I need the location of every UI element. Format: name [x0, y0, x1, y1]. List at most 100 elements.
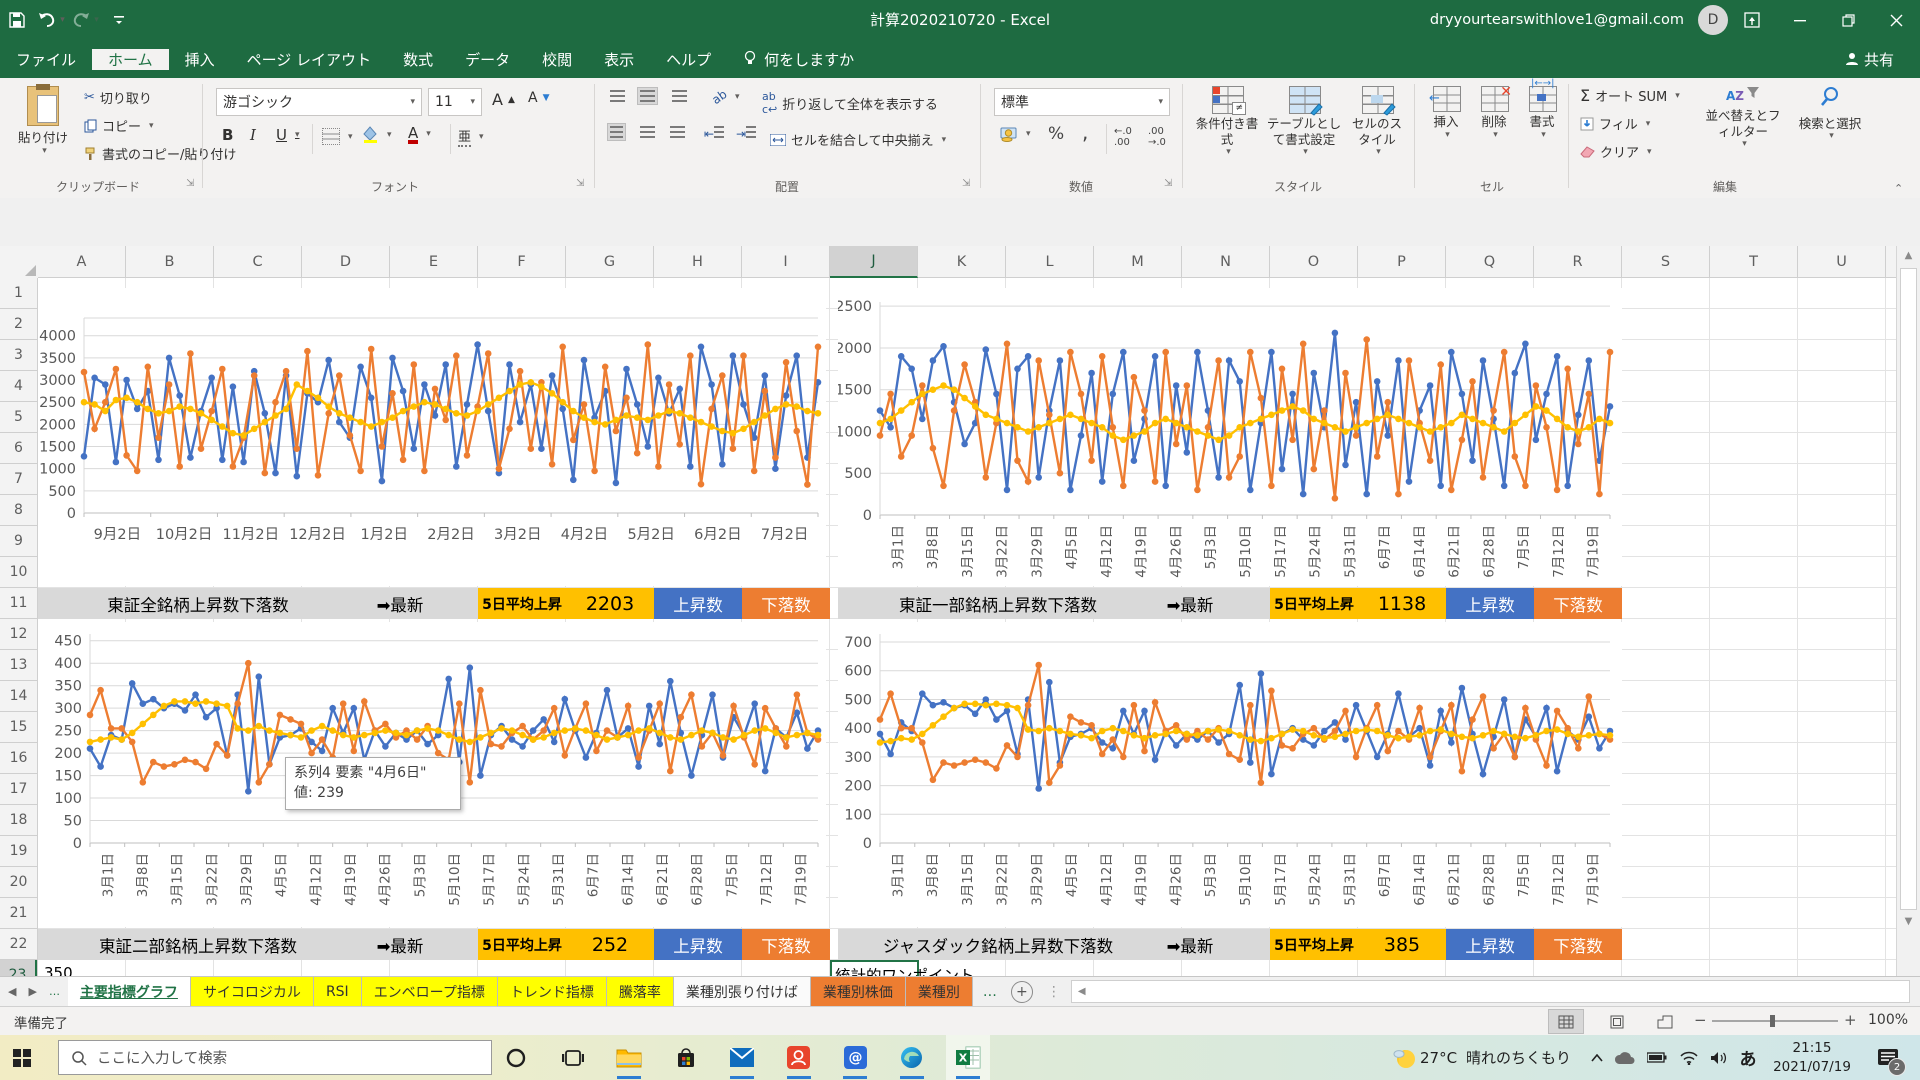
share-button[interactable]: 共有	[1829, 40, 1910, 78]
column-header-Q[interactable]: Q	[1446, 246, 1534, 278]
font-size-combo[interactable]: 11▾	[428, 88, 482, 116]
column-header-C[interactable]: C	[214, 246, 302, 278]
column-header-T[interactable]: T	[1710, 246, 1798, 278]
battery-icon[interactable]	[1644, 1035, 1670, 1080]
column-header-I[interactable]: I	[742, 246, 830, 278]
insert-cells-button[interactable]: ← 挿入▾	[1424, 86, 1468, 141]
column-header-K[interactable]: K	[918, 246, 1006, 278]
ribbon-tab-校閲[interactable]: 校閲	[526, 49, 588, 70]
sheet-tab-RSI[interactable]: RSI	[314, 977, 362, 1006]
bold-button[interactable]: B	[222, 126, 233, 144]
row-header-6[interactable]: 6	[0, 433, 37, 464]
select-all-corner[interactable]	[0, 246, 39, 279]
weather-icon[interactable]	[1390, 1035, 1418, 1080]
zoom-slider-track[interactable]	[1712, 1020, 1838, 1022]
tab-splitter[interactable]: ⋮	[1047, 984, 1061, 1000]
horizontal-scrollbar[interactable]: ◀	[1071, 980, 1910, 1003]
paste-button[interactable]: 貼り付け▾	[14, 86, 72, 157]
vertical-scrollbar[interactable]: ▲ ▼	[1896, 246, 1920, 976]
font-family-combo[interactable]: 游ゴシック▾	[216, 88, 422, 116]
action-center-icon[interactable]: 2	[1868, 1035, 1908, 1080]
band-title[interactable]: 東証一部銘柄上昇数下落数	[838, 588, 1158, 619]
avg-label-cell[interactable]: 5日平均上昇	[478, 588, 566, 619]
h-scroll-left-icon[interactable]: ◀	[1072, 986, 1092, 997]
collapse-ribbon-icon[interactable]: ⌃	[1894, 182, 1903, 195]
new-sheet-button[interactable]: +	[1011, 981, 1033, 1003]
speaker-icon[interactable]	[1706, 1035, 1732, 1080]
borders-button[interactable]: ▾	[322, 128, 353, 145]
account-email[interactable]: dryyourtearswithlove1@gmail.com	[1430, 12, 1684, 28]
sheet-tab-エンベロープ指標[interactable]: エンベロープ指標	[362, 977, 498, 1006]
start-button[interactable]	[0, 1035, 44, 1080]
column-header-R[interactable]: R	[1534, 246, 1622, 278]
cortana-taskbar-icon[interactable]	[494, 1035, 538, 1080]
ribbon-tab-ヘルプ[interactable]: ヘルプ	[650, 49, 727, 70]
column-header-S[interactable]: S	[1622, 246, 1710, 278]
sheet-tab-トレンド指標[interactable]: トレンド指標	[498, 977, 607, 1006]
tray-chevron-icon[interactable]	[1586, 1035, 1608, 1080]
column-header-J[interactable]: J	[830, 246, 918, 278]
align-left-icon[interactable]	[608, 124, 625, 140]
band-title[interactable]: 東証二部銘柄上昇数下落数	[38, 929, 358, 960]
fill-color-button[interactable]: ▾	[362, 126, 392, 143]
latest-label[interactable]: ➡最新	[1120, 588, 1260, 619]
font-color-button[interactable]: A▾	[408, 124, 431, 144]
tell-me-box[interactable]: 何をしますか	[727, 40, 870, 78]
column-header-B[interactable]: B	[126, 246, 214, 278]
vertical-scroll-thumb[interactable]	[1900, 268, 1917, 910]
column-header-H[interactable]: H	[654, 246, 742, 278]
normal-view-icon[interactable]	[1549, 1010, 1583, 1033]
merge-center-button[interactable]: セルを結合して中央揃え▾	[770, 130, 946, 149]
row-header-7[interactable]: 7	[0, 464, 37, 495]
sheet-tab-業種別[interactable]: 業種別	[906, 977, 973, 1006]
latest-label[interactable]: ➡最新	[330, 929, 470, 960]
accounting-format-button[interactable]: ▾	[1000, 126, 1031, 142]
down-count-cell[interactable]: 下落数	[742, 588, 830, 619]
ribbon-tab-ホーム[interactable]: ホーム	[92, 49, 169, 70]
column-header-U[interactable]: U	[1798, 246, 1886, 278]
ribbon-display-options-icon[interactable]	[1728, 0, 1776, 40]
fill-button[interactable]: フィル▾	[1580, 114, 1650, 133]
delete-cells-button[interactable]: ✕ 削除▾	[1472, 86, 1516, 141]
row-header-10[interactable]: 10	[0, 557, 37, 588]
up-count-cell[interactable]: 上昇数	[654, 588, 742, 619]
down-count-cell[interactable]: 下落数	[1534, 929, 1622, 960]
scroll-up-icon[interactable]: ▲	[1897, 246, 1920, 266]
row-header-20[interactable]: 20	[0, 867, 37, 898]
italic-button[interactable]: I	[250, 126, 256, 144]
down-count-cell[interactable]: 下落数	[1534, 588, 1622, 619]
increase-decimal-icon[interactable]: ←.0.00	[1114, 126, 1132, 148]
row-headers[interactable]: 1234567891011121314151617181920212223	[0, 278, 38, 976]
column-header-M[interactable]: M	[1094, 246, 1182, 278]
avg-value-cell[interactable]: 252	[566, 929, 654, 960]
sheet-grid[interactable]: 01002003004005006007003月1日3月8日3月15日3月22日…	[38, 278, 1896, 976]
up-count-cell[interactable]: 上昇数	[654, 929, 742, 960]
row-header-19[interactable]: 19	[0, 836, 37, 867]
row-header-11[interactable]: 11	[0, 588, 37, 619]
ribbon-tab-ファイル[interactable]: ファイル	[0, 49, 92, 70]
mail-taskbar-icon[interactable]	[720, 1035, 764, 1080]
avg-label-cell[interactable]: 5日平均上昇	[1270, 929, 1358, 960]
horizontal-scroll-thumb[interactable]	[1092, 981, 1909, 1002]
number-format-combo[interactable]: 標準▾	[994, 88, 1170, 116]
up-count-cell[interactable]: 上昇数	[1446, 929, 1534, 960]
zoom-in-icon[interactable]: +	[1844, 1011, 1857, 1029]
wifi-icon[interactable]	[1676, 1035, 1702, 1080]
row-header-12[interactable]: 12	[0, 619, 37, 650]
ribbon-tab-数式[interactable]: 数式	[387, 49, 449, 70]
selected-cell-J23[interactable]: 統計的ワンポイント	[830, 960, 919, 976]
ribbon-tab-ページ レイアウト[interactable]: ページ レイアウト	[231, 49, 387, 70]
column-header-F[interactable]: F	[478, 246, 566, 278]
clear-button[interactable]: クリア▾	[1580, 142, 1652, 161]
store-taskbar-icon[interactable]	[664, 1035, 708, 1080]
task-view-taskbar-icon[interactable]	[551, 1035, 595, 1080]
decrease-decimal-icon[interactable]: .00→.0	[1148, 126, 1166, 148]
excel-taskbar-icon[interactable]: X	[946, 1035, 990, 1080]
ribbon-tab-挿入[interactable]: 挿入	[169, 49, 231, 70]
weather-temp[interactable]: 27°C	[1420, 1035, 1457, 1080]
sheet-more-left-icon[interactable]: …	[49, 985, 60, 998]
latest-label[interactable]: ➡最新	[330, 588, 470, 619]
row-header-18[interactable]: 18	[0, 805, 37, 836]
increase-indent-icon[interactable]: ⇥	[736, 126, 756, 142]
sheet-tab-業種別張り付けば[interactable]: 業種別張り付けば	[674, 977, 811, 1006]
